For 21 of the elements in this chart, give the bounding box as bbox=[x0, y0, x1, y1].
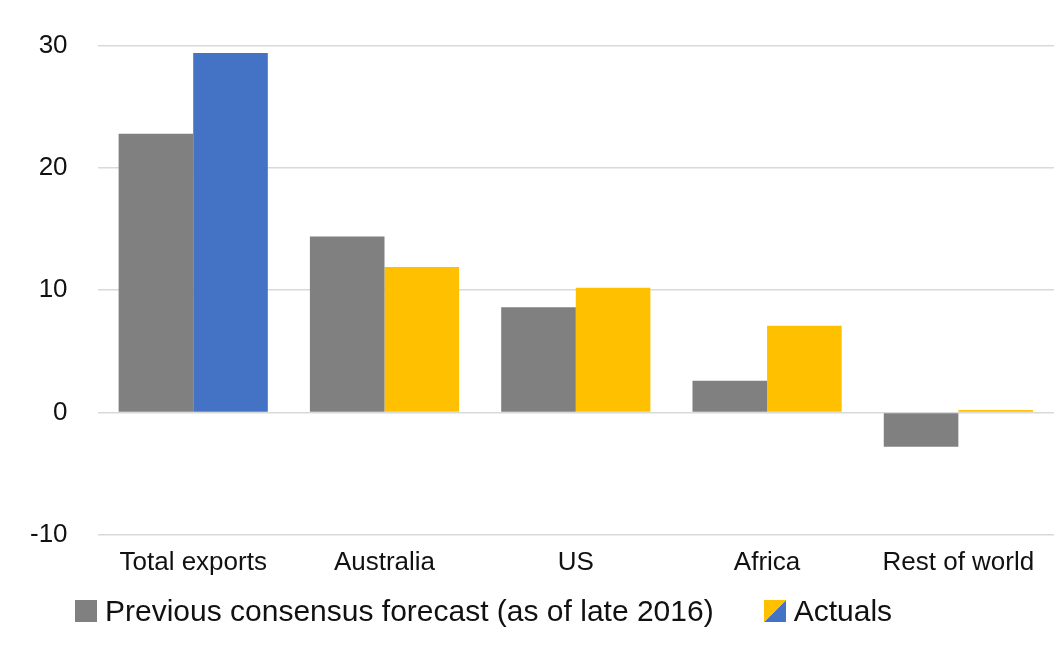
bar bbox=[575, 287, 651, 412]
y-tick-label: -10 bbox=[30, 517, 68, 548]
y-tick-label: 0 bbox=[53, 395, 68, 426]
x-tick-label: Rest of world bbox=[882, 545, 1035, 576]
x-tick-label: Africa bbox=[733, 545, 801, 576]
bar bbox=[883, 413, 959, 447]
bar bbox=[692, 380, 768, 412]
y-tick-label: 30 bbox=[38, 28, 68, 59]
y-tick-label: 20 bbox=[38, 151, 68, 182]
bar bbox=[501, 307, 576, 412]
x-tick-label: Australia bbox=[333, 545, 436, 576]
legend-label: Previous consensus forecast (as of late 2016) bbox=[105, 594, 714, 628]
bar bbox=[767, 325, 842, 412]
bar bbox=[384, 266, 460, 412]
x-tick-label: US bbox=[557, 545, 594, 576]
x-tick-label: Total exports bbox=[119, 545, 267, 576]
legend-label: Actuals bbox=[793, 594, 893, 628]
bar bbox=[118, 133, 194, 412]
bar bbox=[193, 52, 268, 412]
y-tick-label: 10 bbox=[38, 273, 68, 304]
bar bbox=[309, 236, 385, 412]
